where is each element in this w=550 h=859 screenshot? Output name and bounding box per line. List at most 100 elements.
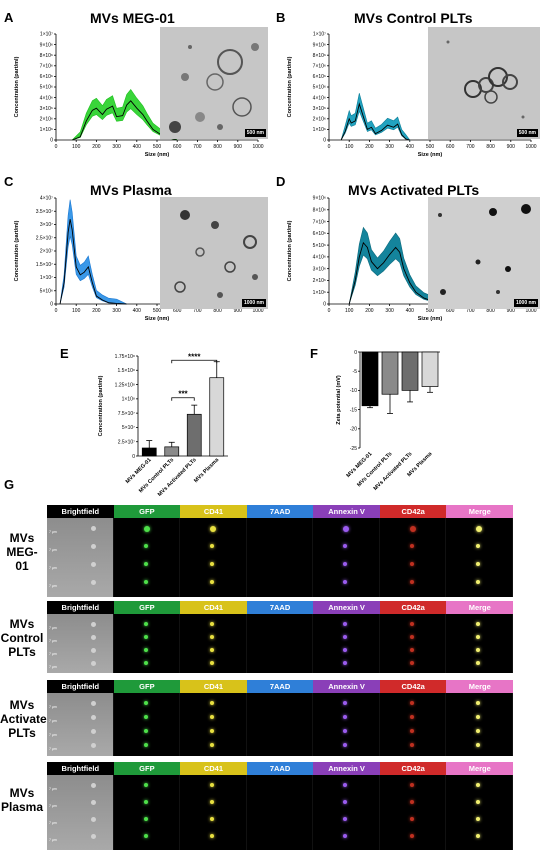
scale-bar-label: 7 μm <box>49 652 57 656</box>
scale-bar-label: 7 μm <box>49 584 57 588</box>
channel-image <box>313 693 380 756</box>
cell-fluorescence <box>409 648 414 652</box>
channel-header: GFP <box>113 505 181 518</box>
bar <box>186 413 202 457</box>
significance-bracket <box>171 397 195 401</box>
channel-image: 7 μm 7 μm 7 μm 7 μm <box>47 693 114 756</box>
panel-title-d: MVs Activated PLTs <box>348 182 480 198</box>
cell-fluorescence <box>476 715 481 719</box>
cell-fluorescence <box>210 622 215 626</box>
channel-header: CD42a <box>379 505 447 518</box>
panel-letter-d: D <box>276 174 286 189</box>
channel-header: Merge <box>446 680 514 693</box>
cell-fluorescence <box>143 544 148 548</box>
cell-fluorescence <box>409 580 414 584</box>
x-tick-label: 100 <box>72 308 81 314</box>
channel-header: CD41 <box>180 601 247 614</box>
x-tick-label: 0 <box>55 144 58 150</box>
cell-fluorescence <box>143 715 148 719</box>
cell-fluorescence <box>343 648 348 652</box>
scale-bar-label: 7 μm <box>49 747 57 751</box>
y-tick-label: 1×10⁸ <box>122 397 135 403</box>
cell-brightfield <box>91 817 96 822</box>
channel-image <box>246 518 314 597</box>
significance-label: **** <box>188 352 201 361</box>
y-tick-label: 1×10⁷ <box>40 275 53 281</box>
channel-header: 7AAD <box>246 762 314 775</box>
x-tick-label: 800 <box>213 144 222 150</box>
y-tick-label: 5×10⁶ <box>313 85 326 91</box>
flow-row: Brightfield GFP CD41 7AAD Annexin V CD42a Merg… <box>47 762 514 850</box>
x-tick-label: 1000 <box>525 308 536 314</box>
channel-image: 7 μm 7 μm 7 μm 7 μm <box>47 614 114 673</box>
cell-fluorescence <box>343 661 348 665</box>
x-tick-label: 300 <box>385 308 394 314</box>
y-tick-label: 4×10⁶ <box>40 95 53 101</box>
y-tick-label: 3.5×10⁷ <box>36 209 53 215</box>
cell-fluorescence <box>476 648 481 652</box>
bar <box>421 351 439 387</box>
x-tick-label: 700 <box>193 144 202 150</box>
y-tick-label: 3×10⁶ <box>40 106 53 112</box>
cell-fluorescence <box>210 729 215 733</box>
y-tick-label: 5×10⁶ <box>40 288 53 294</box>
cell-fluorescence <box>476 729 481 733</box>
channel-header: Annexin V <box>313 680 380 693</box>
cell-fluorescence <box>343 783 348 787</box>
cell-fluorescence <box>210 580 215 584</box>
cell-brightfield <box>91 834 96 839</box>
x-axis-label: Size (nm) <box>145 152 170 158</box>
cell-brightfield <box>91 648 96 653</box>
cell-brightfield <box>91 800 96 805</box>
scale-bar-label: 7 μm <box>49 787 57 791</box>
mean-line <box>348 241 451 305</box>
nta-chart-b: 0 1×10⁶ 2×10⁶ 3×10⁶ 4×10⁶ 5×10⁶ 6×10⁶ 7×10⁶ 8×10… <box>287 32 537 158</box>
x-tick-label: 500 <box>153 144 162 150</box>
x-tick-label: 900 <box>507 308 516 314</box>
channel-image: 7 μm 7 μm 7 μm 7 μm <box>47 518 114 597</box>
x-tick-label: 100 <box>345 308 354 314</box>
cell-fluorescence <box>143 800 148 804</box>
channel-image <box>113 614 181 673</box>
y-tick-label: 5×10⁶ <box>40 85 53 91</box>
cell-fluorescence <box>210 544 215 548</box>
tem-image-d: 1000 nm <box>428 197 540 309</box>
channel-header: Annexin V <box>313 601 380 614</box>
x-tick-label: 700 <box>466 308 475 314</box>
cell-fluorescence <box>143 783 148 787</box>
panel-letter-e: E <box>60 346 69 361</box>
nta-chart-c: 0 5×10⁶ 1×10⁷ 1.5×10⁷ 2×10⁷ 2.5×10⁷ 3×10⁷ 3.5×1… <box>14 196 264 322</box>
x-tick-label: 600 <box>173 308 182 314</box>
channel-header: GFP <box>113 762 181 775</box>
tem-image-a: 500 nm <box>160 27 268 139</box>
x-axis-label: Size (nm) <box>418 316 443 322</box>
cell-fluorescence <box>476 635 481 639</box>
cell-brightfield <box>91 701 96 706</box>
x-tick-label: 400 <box>406 308 415 314</box>
x-tick-label: 0 <box>328 144 331 150</box>
cell-fluorescence <box>476 783 481 787</box>
y-axis-label: Concentration (part/ml) <box>14 56 20 117</box>
cell-fluorescence <box>409 562 414 566</box>
y-tick-label: -5 <box>353 369 358 375</box>
y-tick-label: 5×10⁷ <box>122 425 135 431</box>
bar <box>209 377 225 457</box>
channel-image <box>446 614 514 673</box>
x-tick-label: 900 <box>234 144 243 150</box>
channel-header: Brightfield <box>47 505 114 518</box>
y-tick-label: 9×10⁶ <box>40 42 53 48</box>
cell-fluorescence <box>409 544 414 548</box>
cell-brightfield <box>91 783 96 788</box>
cell-fluorescence <box>409 743 414 747</box>
cell-fluorescence <box>476 544 481 548</box>
cell-fluorescence <box>210 635 215 639</box>
cell-brightfield <box>91 622 96 627</box>
y-tick-label: -25 <box>350 446 357 452</box>
y-tick-label: 9×10⁶ <box>313 42 326 48</box>
cell-fluorescence <box>409 635 414 639</box>
cell-fluorescence <box>343 544 348 548</box>
channel-header: CD42a <box>379 762 447 775</box>
x-tick-label: 500 <box>426 144 435 150</box>
panel-title-c: MVs Plasma <box>90 182 172 198</box>
y-tick-label: 4×10⁶ <box>313 255 326 261</box>
